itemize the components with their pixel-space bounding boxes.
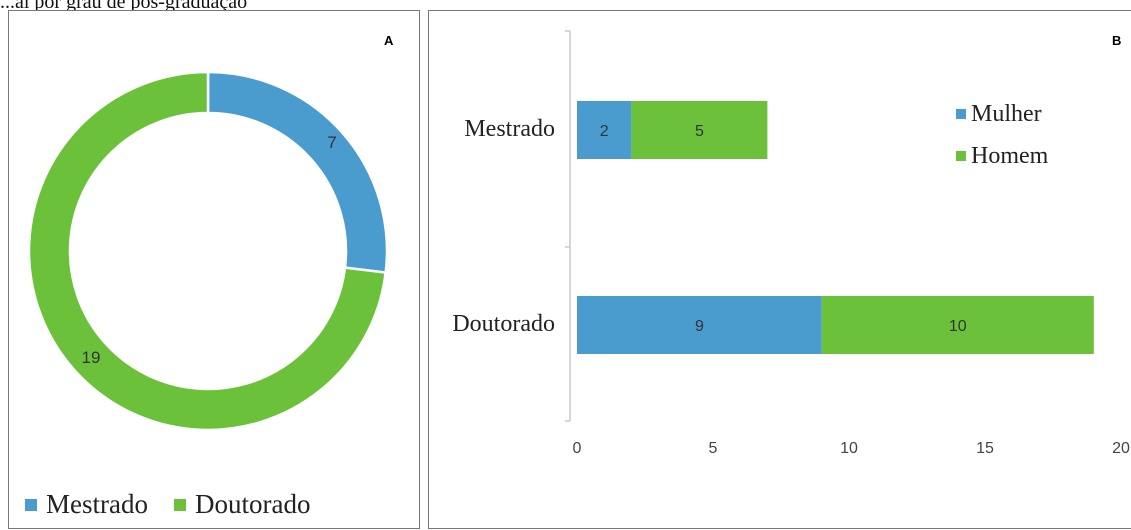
panel-b: B 2 5 9 10 0 5 10 15 20 Mestrado Doutorado Mulhe… — [428, 10, 1131, 529]
legend-item-mulher: Mulher — [956, 93, 1048, 135]
bar-label-mestrado-mulher: 2 — [600, 123, 609, 140]
category-label-doutorado: Doutorado — [452, 311, 555, 337]
bar-mestrado-mulher — [577, 101, 632, 159]
legend-label-doutorado: Doutorado — [194, 489, 311, 519]
legend-swatch-doutorado — [173, 498, 186, 511]
category-label-mestrado: Mestrado — [464, 116, 555, 142]
donut-slice-mestrado — [206, 70, 389, 274]
panel-a-label: A — [384, 33, 394, 48]
legend-swatch-mestrado — [25, 498, 37, 511]
bar-label-doutorado-homem: 10 — [949, 318, 967, 335]
bar-doutorado-homem — [821, 296, 1094, 354]
donut-data-label-mestrado: 7 — [327, 133, 336, 152]
legend-label-homem: Homem — [971, 142, 1049, 169]
x-tick-label-5: 5 — [709, 440, 718, 457]
bar-label-doutorado-mulher: 9 — [695, 318, 704, 335]
donut-chart: 7 19 — [27, 70, 389, 432]
bar-label-mestrado-homem: 5 — [695, 123, 704, 140]
bar-mestrado-homem — [631, 101, 768, 159]
donut-data-label-doutorado: 19 — [82, 348, 101, 367]
panel-a: A 7 19 Mestrado Doutorado — [8, 10, 420, 529]
legend-label-mestrado: Mestrado — [46, 489, 148, 519]
legend-swatch-homem — [956, 151, 966, 161]
panel-b-label: B — [1112, 33, 1122, 48]
x-tick-label-15: 15 — [976, 440, 994, 457]
legend-item-doutorado: Doutorado — [173, 489, 311, 520]
donut-legend: Mestrado Doutorado — [25, 489, 336, 520]
legend-item-mestrado: Mestrado — [25, 489, 148, 520]
legend-item-homem: Homem — [956, 135, 1048, 177]
stacked-bar-chart: 2 5 9 10 0 5 10 15 20 — [565, 30, 1130, 457]
x-tick-label-0: 0 — [573, 440, 582, 457]
x-tick-label-10: 10 — [840, 440, 858, 457]
donut-slice-doutorado — [27, 70, 388, 432]
header-text: ...al por grau de pós-graduação — [0, 0, 248, 13]
bar-legend: Mulher Homem — [956, 93, 1048, 177]
legend-swatch-mulher — [956, 109, 966, 119]
bar-doutorado-mulher — [577, 296, 822, 354]
x-tick-label-20: 20 — [1112, 440, 1130, 457]
legend-label-mulher: Mulher — [971, 100, 1042, 127]
